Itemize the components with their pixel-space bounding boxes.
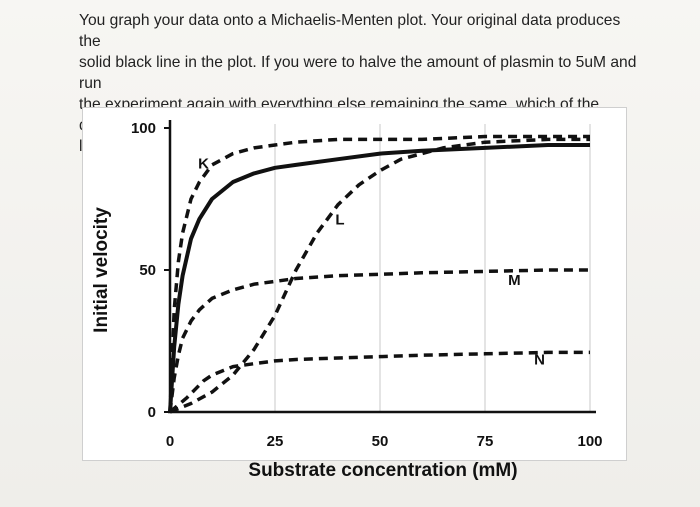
y-tick-label-0: 0 [148,404,156,421]
y-axis-title: Initial velocity [91,207,112,333]
series-line-n [168,350,590,414]
curve-label-k: K [198,155,209,172]
curve-label-n: N [534,352,545,369]
curve-label-l: L [335,212,344,229]
series-line-l [169,137,590,414]
grid-lines [274,124,591,412]
axes [168,120,596,414]
x-tick-label-0: 0 [166,433,174,450]
series-line-m [168,268,590,413]
x-axis-title: Substrate concentration (mM) [248,460,517,481]
x-tick-label-3: 75 [477,433,494,450]
chart-frame [82,107,627,461]
series-lines [168,134,590,414]
x-tick-label-4: 100 [577,433,602,450]
x-tick-label-1: 25 [267,433,284,450]
series-line-original [168,143,590,413]
curve-labels: K L M N [198,155,545,368]
tick-labels: 0 25 50 75 100 0 50 100 [131,120,603,450]
curve-label-m: M [508,272,521,289]
y-tick-label-2: 100 [131,120,156,137]
series-line-k [168,134,590,413]
x-tick-label-2: 50 [372,433,389,450]
y-tick-label-1: 50 [139,262,156,279]
